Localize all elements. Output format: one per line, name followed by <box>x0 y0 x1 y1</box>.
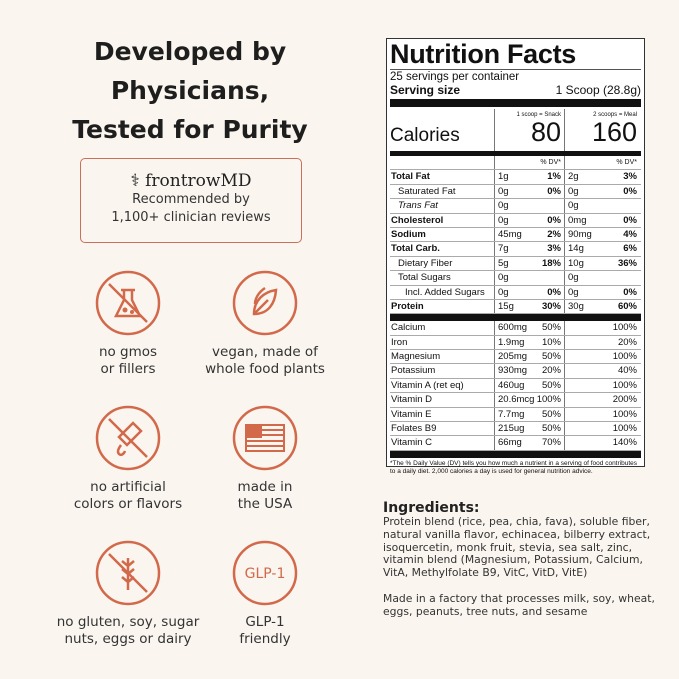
nutrient-row: Dietary Fiber 5g 18% 10g 36% <box>390 256 641 272</box>
nutrient-row: Total Sugars 0g 0g <box>390 271 641 286</box>
feature-no-flask: no gmos or fillers <box>61 270 195 378</box>
feature-no-dropper: no artificial colors or flavors <box>61 405 195 513</box>
headline: Developed by Physicians, Tested for Purity <box>72 37 308 144</box>
vitamin-row: Iron 1.9mg 10% 20% <box>390 335 641 351</box>
vitamin-row: Calcium 600mg 50% 100% <box>390 321 641 336</box>
vitamin-row: Potassium 930mg 20% 40% <box>390 364 641 379</box>
vitamin-row: Vitamin D 20.6mcg 100% 200% <box>390 393 641 408</box>
vitamin-row: Vitamin C 66mg 70% 140% <box>390 436 641 451</box>
vitamin-row: Vitamin E 7.7mg 50% 100% <box>390 407 641 423</box>
usa-flag-icon <box>232 405 298 471</box>
nutrient-row: Protein 15g 30% 30g 60% <box>390 299 641 315</box>
nutrient-row: Total Carb. 7g 3% 14g 6% <box>390 242 641 257</box>
no-dropper-icon <box>95 405 161 471</box>
nutrient-row: Saturated Fat 0g 0% 0g 0% <box>390 184 641 200</box>
no-wheat-icon <box>95 540 161 606</box>
feature-glp1: GLP-1 GLP-1 friendly <box>198 540 332 648</box>
glp1-icon: GLP-1 <box>232 540 298 606</box>
feature-leaf: vegan, made of whole food plants <box>198 270 332 378</box>
nutrition-facts: Nutrition Facts 25 servings per containe… <box>386 38 645 475</box>
svg-text:GLP-1: GLP-1 <box>245 566 286 582</box>
brand-logo: ⚕ frontrowMD <box>130 171 252 191</box>
nutrient-row: Incl. Added Sugars 0g 0% 0g 0% <box>390 285 641 300</box>
nutrient-row: Cholesterol 0g 0% 0mg 0% <box>390 213 641 228</box>
nutrient-row: Sodium 45mg 2% 90mg 4% <box>390 227 641 243</box>
feature-usa-flag: made in the USA <box>198 405 332 513</box>
caduceus-icon: ⚕ <box>130 171 140 191</box>
vitamin-row: Vitamin A (ret eq) 460ug 50% 100% <box>390 378 641 394</box>
vitamin-row: Folates B9 215ug 50% 100% <box>390 422 641 437</box>
feature-no-wheat: no gluten, soy, sugar nuts, eggs or dairy <box>57 540 199 648</box>
nutrient-row: Trans Fat 0g 0g <box>390 199 641 214</box>
nutrient-row: Total Fat 1g 1% 2g 3% <box>390 170 641 185</box>
no-flask-icon <box>95 270 161 336</box>
vitamin-row: Magnesium 205mg 50% 100% <box>390 350 641 365</box>
leaf-icon <box>232 270 298 336</box>
ingredients: Ingredients: Protein blend (rice, pea, c… <box>383 500 655 618</box>
frontrowmd-badge: ⚕ frontrowMD Recommended by 1,100+ clini… <box>80 158 302 243</box>
